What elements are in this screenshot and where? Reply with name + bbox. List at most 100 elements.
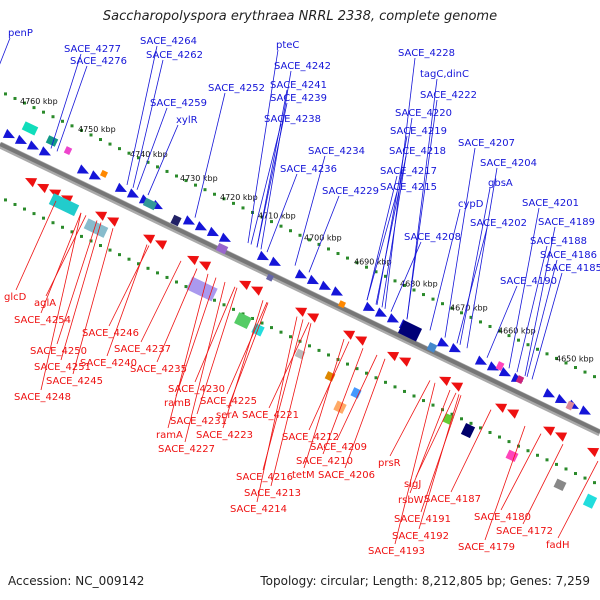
leader-line	[136, 107, 168, 190]
gene-label-top: SACE_4208	[404, 232, 461, 243]
tick-dot	[289, 229, 292, 233]
tick-dot	[118, 253, 121, 257]
feature-box	[45, 135, 59, 147]
tick-dot	[507, 334, 511, 338]
forward-gene-arrow	[182, 215, 195, 225]
leader-line	[140, 260, 182, 343]
reverse-gene-arrow	[439, 376, 452, 386]
gene-label-top: SACE_4262	[146, 50, 203, 61]
tick-dot	[393, 279, 397, 283]
forward-gene-arrow	[26, 140, 39, 150]
tick-dot	[536, 347, 539, 351]
feature-box	[333, 400, 347, 414]
forward-gene-arrow	[306, 274, 319, 285]
tick-dot	[422, 293, 425, 297]
leader-line	[375, 155, 407, 305]
tick-dot	[175, 280, 178, 284]
gene-label-top: SACE_4264	[140, 36, 197, 47]
gene-label-bottom: SACE_4206	[318, 470, 375, 481]
tick-dot	[545, 458, 549, 462]
gene-label-bottom: SACE_4227	[158, 444, 215, 455]
tick-dot	[270, 326, 273, 330]
tick-dot	[450, 306, 454, 310]
gene-label-bottom: ramA	[156, 430, 183, 441]
feature-box	[83, 218, 109, 238]
leader-line	[60, 222, 102, 361]
tick-dot	[51, 221, 55, 225]
leader-line	[444, 147, 476, 338]
gene-label-bottom: SACE_4191	[394, 514, 451, 525]
gene-label-bottom: SACE_4172	[496, 526, 553, 537]
accession-text: Accession: NC_009142	[8, 574, 145, 588]
leader-line	[250, 123, 282, 245]
gene-label-bottom: SACE_4254	[14, 315, 71, 326]
leader-line	[266, 173, 298, 253]
leader-line	[0, 37, 11, 65]
gene-label-bottom: SACE_4248	[14, 392, 71, 403]
leader-line	[40, 212, 82, 314]
tick-dot	[384, 380, 387, 384]
forward-gene-arrow	[498, 367, 511, 377]
gene-label-top: SACE_4186	[540, 250, 597, 261]
leader-line	[459, 187, 491, 345]
tick-dot	[526, 449, 530, 453]
tick-dot	[184, 179, 188, 183]
scale-tick-label: 4740 kbp	[130, 150, 168, 159]
tick-dot	[13, 202, 17, 206]
tick-dot	[355, 261, 359, 265]
leader-line	[486, 285, 518, 358]
leader-line	[40, 212, 82, 391]
tick-dot	[70, 124, 74, 128]
tick-dot	[479, 320, 482, 324]
reverse-gene-arrow	[251, 286, 264, 296]
leader-line	[194, 286, 236, 383]
leader-line	[50, 53, 82, 149]
scale-tick-label: 4680 kbp	[400, 280, 438, 289]
tick-dot	[89, 133, 93, 137]
feature-box	[234, 312, 252, 330]
tick-dot	[127, 257, 131, 261]
gene-label-bottom: SACE_4212	[282, 432, 339, 443]
gene-label-bottom: SACE_4180	[474, 512, 531, 523]
gene-label-bottom: SACE_4216	[236, 472, 293, 483]
tick-dot	[412, 288, 416, 292]
tick-dot	[4, 92, 7, 96]
leader-line	[247, 49, 279, 244]
tick-dot	[165, 275, 169, 279]
leader-line	[344, 358, 386, 469]
gene-label-top: SACE_4189	[538, 217, 595, 228]
tick-dot	[374, 270, 378, 274]
gene-label-top: SACE_4220	[395, 108, 452, 119]
scale-tick-label: 4750 kbp	[78, 125, 116, 134]
gene-label-top: SACE_4241	[270, 80, 327, 91]
gene-label-bottom: SACE_4223	[196, 430, 253, 441]
tick-dot	[42, 216, 45, 220]
feature-box	[170, 214, 182, 227]
tick-dot	[564, 361, 568, 365]
reverse-gene-arrow	[307, 313, 320, 323]
leader-line	[256, 316, 298, 503]
tick-dot	[545, 352, 549, 356]
leader-line	[406, 99, 438, 320]
gene-label-bottom: glcD	[4, 292, 27, 303]
leader-line	[256, 89, 288, 248]
gene-label-bottom: prsR	[378, 458, 401, 469]
gene-label-bottom: sigJ	[404, 479, 421, 490]
feature-box	[99, 169, 109, 178]
tick-dot	[194, 183, 197, 187]
tick-dot	[469, 421, 473, 425]
feature-box	[265, 273, 275, 282]
scale-tick-label: 4690 kbp	[354, 258, 392, 267]
tick-dot	[336, 252, 340, 256]
tick-dot	[289, 335, 292, 339]
leader-line	[524, 226, 556, 377]
gene-label-bottom: SACE_4179	[458, 542, 515, 553]
leader-line	[466, 167, 498, 349]
forward-gene-arrow	[14, 134, 27, 144]
leader-line	[500, 433, 542, 511]
tick-dot	[222, 303, 226, 307]
tick-dot	[393, 385, 397, 389]
leader-line	[56, 220, 98, 345]
leader-line	[384, 57, 416, 309]
